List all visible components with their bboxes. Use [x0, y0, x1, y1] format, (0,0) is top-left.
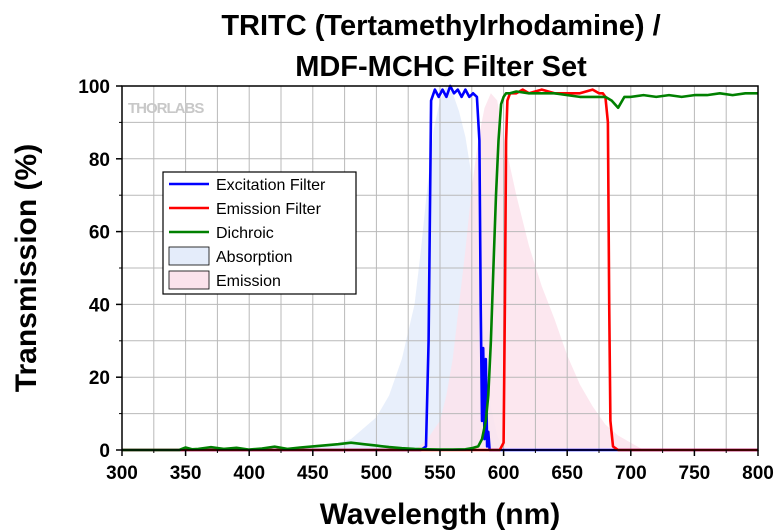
x-tick-label: 800: [742, 463, 774, 484]
series-dichroic-line: [122, 90, 758, 452]
legend-label-absorption: Absorption: [216, 249, 293, 266]
x-axis-label: Wavelength (nm): [320, 498, 561, 531]
axis-ticks: 300 350 400 450 500 550 600 650 700 750 800 0 20 40 60…: [78, 77, 774, 484]
x-tick-label: 300: [106, 463, 138, 484]
legend-label-emission: Emission: [216, 273, 281, 290]
x-tick-label: 350: [170, 463, 202, 484]
x-tick-label: 550: [424, 463, 456, 484]
x-tick-label: 600: [488, 463, 520, 484]
x-tick-label: 400: [233, 463, 265, 484]
thorlabs-logo: THORLABS: [128, 100, 204, 117]
legend-swatch-emission: [168, 270, 210, 290]
line-series-group: [122, 84, 758, 452]
legend-swatch-absorption: [168, 246, 210, 266]
legend: Excitation Filter Emission Filter Dichroic…: [162, 171, 357, 295]
x-tick-label: 650: [551, 463, 583, 484]
x-tick-label: 450: [297, 463, 329, 484]
legend-label-excitation-filter: Excitation Filter: [216, 177, 326, 194]
y-tick-label: 80: [89, 150, 110, 171]
x-tick-label: 500: [361, 463, 393, 484]
y-axis-label: Transmission (%): [10, 144, 43, 392]
y-tick-label: 60: [89, 223, 110, 244]
y-tick-label: 20: [89, 368, 110, 389]
x-tick-label: 750: [679, 463, 711, 484]
legend-label-dichroic: Dichroic: [216, 225, 274, 242]
chart-title-line-2: MDF-MCHC Filter Set: [295, 51, 587, 83]
y-tick-label: 100: [78, 77, 110, 98]
grid-lines: [122, 86, 758, 450]
legend-label-emission-filter: Emission Filter: [216, 201, 322, 218]
y-tick-label: 40: [89, 295, 110, 316]
x-tick-label: 700: [615, 463, 647, 484]
chart-title-line-1: TRITC (Tertamethylrhodamine) /: [221, 10, 660, 42]
y-tick-label: 0: [99, 441, 110, 462]
